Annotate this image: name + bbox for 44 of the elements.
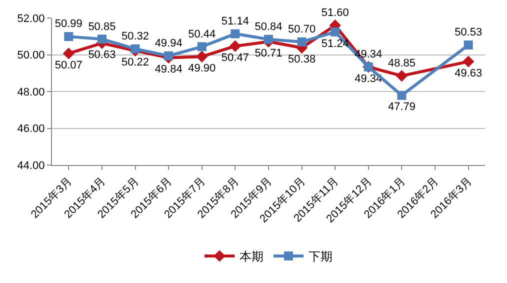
point	[197, 42, 206, 52]
data-label: 50.99	[54, 18, 82, 30]
point	[264, 34, 273, 44]
data-label: 50.44	[188, 28, 216, 40]
data-label: 48.85	[388, 58, 416, 70]
y-tick-label: 44.00	[17, 160, 45, 172]
data-label: 51.60	[321, 6, 349, 19]
data-label: 50.07	[54, 59, 82, 72]
data-label: 50.85	[88, 20, 116, 33]
point	[396, 70, 408, 82]
y-tick-label: 50.00	[17, 50, 45, 62]
data-label: 50.38	[288, 54, 316, 66]
data-label: 49.94	[154, 37, 182, 50]
data-label: 50.70	[288, 24, 316, 36]
y-tick-label: 48.00	[17, 86, 45, 98]
data-label: 47.79	[388, 101, 416, 114]
point	[297, 37, 306, 46]
point	[130, 44, 140, 54]
data-label: 50.53	[454, 26, 482, 39]
legend-label: 下期	[308, 250, 332, 264]
data-label: 49.90	[188, 62, 216, 74]
data-label: 49.63	[454, 67, 482, 80]
data-label: 49.84	[154, 64, 182, 76]
point	[97, 34, 106, 44]
data-label: 51.14	[221, 15, 249, 28]
point	[397, 90, 406, 100]
legend-label: 本期	[240, 250, 264, 264]
point	[230, 29, 240, 38]
point	[462, 56, 474, 68]
point	[164, 51, 174, 60]
y-tick-label: 46.00	[17, 123, 45, 136]
y-tick-label: 52.00	[17, 12, 45, 25]
point	[196, 50, 208, 62]
data-label: 50.32	[122, 30, 150, 42]
data-label: 50.84	[254, 20, 282, 33]
point	[64, 32, 74, 42]
data-label: 50.71	[254, 48, 282, 60]
data-label: 50.22	[122, 56, 150, 69]
data-label: 50.63	[88, 49, 116, 62]
point	[464, 40, 473, 50]
data-label: 50.47	[221, 52, 249, 64]
point	[229, 40, 242, 52]
point	[62, 48, 74, 60]
point	[330, 27, 340, 36]
